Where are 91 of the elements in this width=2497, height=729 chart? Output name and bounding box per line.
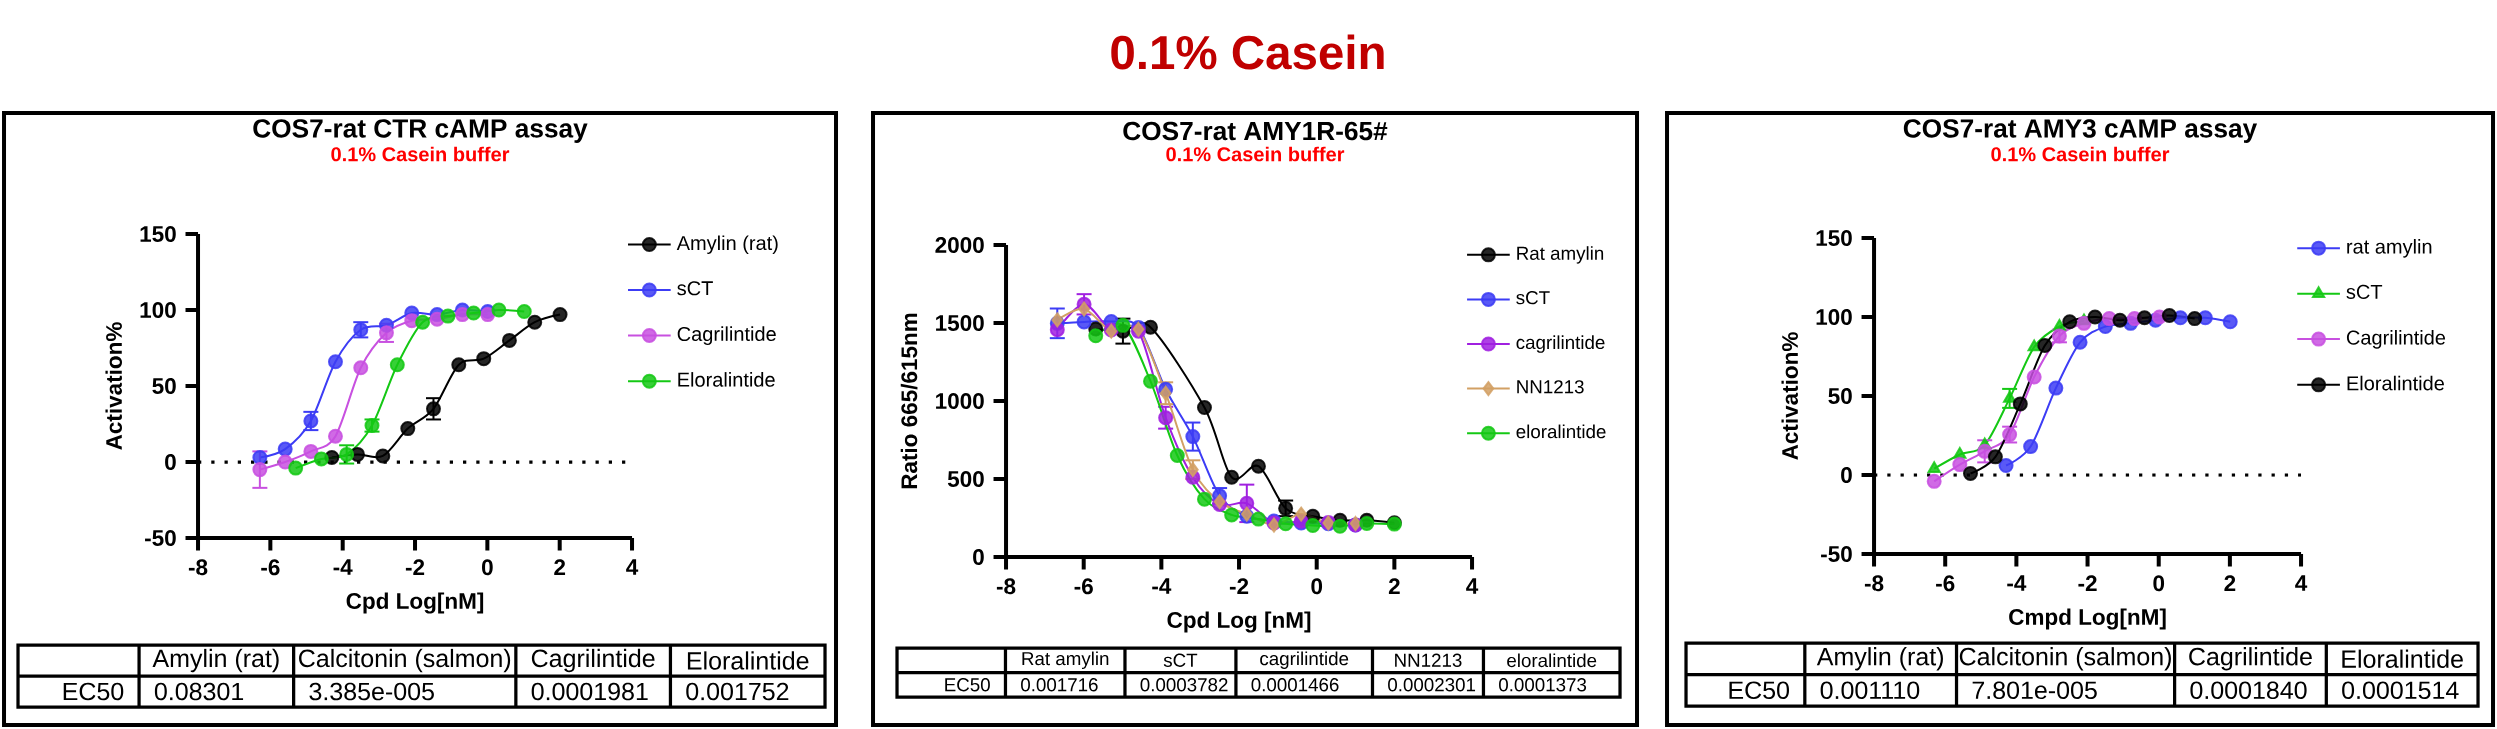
- text: sCT: [1163, 653, 1198, 667]
- text: 0.001716: [1021, 678, 1098, 692]
- x-tick-label: -4: [2007, 575, 2027, 591]
- chart-subtitle: 0.1% Casein buffer: [1991, 146, 2170, 162]
- y-axis-title: Activation%: [105, 322, 122, 450]
- legend-label: NN1213: [1517, 380, 1584, 394]
- legend-label: Amylin (rat): [676, 235, 778, 255]
- legend-label: sCT: [2346, 284, 2383, 299]
- chart-title: COS7-rat AMY3 cAMP assay: [1903, 119, 2258, 143]
- text: eloralintide: [1507, 653, 1597, 668]
- x-axis-title: Cmpd Log[nM]: [2009, 608, 2166, 630]
- y-tick-label: -50: [145, 530, 176, 546]
- y-tick-label: -50: [1821, 546, 1852, 562]
- y-tick-label: 0: [973, 549, 984, 565]
- text: 0.0002301: [1388, 678, 1476, 692]
- y-tick-label: 150: [1816, 230, 1852, 246]
- x-tick-label: 0: [2153, 575, 2165, 592]
- legend-label: rat amylin: [2347, 239, 2432, 258]
- chart-title: COS7-rat CTR cAMP assay: [253, 119, 588, 143]
- text: Amylin (rat): [152, 648, 279, 673]
- text: Calcitonin (salmon): [1959, 647, 2171, 671]
- x-tick-label: -6: [261, 559, 280, 576]
- chart-subtitle: 0.1% Casein buffer: [331, 146, 510, 162]
- y-tick-label: 100: [1816, 309, 1852, 325]
- x-tick-label: 4: [626, 559, 639, 575]
- text: 0.0001466: [1251, 678, 1339, 692]
- text: EC50: [945, 678, 990, 692]
- x-tick-label: 2: [554, 559, 566, 576]
- legend-label: cagrilintide: [1516, 335, 1605, 353]
- legend-label: sCT: [677, 281, 713, 296]
- x-tick-label: 0: [482, 559, 493, 576]
- legend-label: Cagrilintide: [2346, 329, 2446, 349]
- y-tick-label: 150: [140, 226, 176, 242]
- y-tick-label: 50: [1828, 388, 1852, 404]
- y-tick-label: 100: [140, 302, 176, 318]
- x-axis-title: Cpd Log[nM]: [346, 592, 484, 614]
- x-tick-label: 4: [1466, 578, 1479, 594]
- text: 0.1% Casein: [1111, 34, 1384, 70]
- text: 0.001752: [686, 682, 789, 701]
- text: cagrilintide: [1260, 651, 1349, 669]
- text: 7.801e-005: [1972, 681, 2097, 700]
- y-tick-label: 500: [947, 471, 984, 487]
- legend-label: Eloralintide: [678, 372, 775, 387]
- y-axis-title: Ratio 665/615nm: [900, 313, 918, 489]
- chart-title: COS7-rat AMY1R-65#: [1123, 121, 1388, 141]
- x-tick-label: -6: [1936, 575, 1955, 592]
- x-tick-label: 0: [1311, 578, 1323, 595]
- x-tick-label: 2: [1388, 578, 1400, 595]
- x-tick-label: -2: [1229, 578, 1249, 595]
- text: 0.0003782: [1140, 678, 1228, 692]
- text: 0.0001840: [2190, 681, 2307, 700]
- legend-label: Eloralintide: [2347, 375, 2444, 391]
- x-tick-label: -4: [1152, 578, 1172, 594]
- x-tick-label: -4: [333, 559, 353, 575]
- x-tick-label: -8: [996, 578, 1016, 595]
- legend-label: sCT: [1516, 290, 1550, 305]
- text: 0.0001981: [531, 682, 648, 701]
- x-tick-label: -2: [405, 559, 425, 576]
- x-tick-label: -8: [1864, 575, 1884, 592]
- legend-label: Cagrilintide: [677, 326, 776, 346]
- legend-label: eloralintide: [1516, 424, 1606, 439]
- y-tick-label: 1000: [936, 393, 984, 409]
- legend-label: Rat amylin: [1517, 246, 1604, 264]
- text: Cagrilintide: [531, 648, 655, 673]
- y-axis-title: Activation%: [1781, 332, 1799, 460]
- text: 0.0001373: [1499, 678, 1587, 692]
- text: Eloralintide: [687, 651, 809, 670]
- x-tick-label: -8: [188, 559, 208, 576]
- text: 3.385e-005: [309, 682, 434, 701]
- text: Amylin (rat): [1816, 647, 1943, 671]
- text: Cagrilintide: [2189, 647, 2312, 671]
- y-tick-label: 1500: [936, 315, 984, 331]
- x-tick-label: -6: [1074, 578, 1093, 595]
- x-tick-label: -2: [2078, 575, 2097, 592]
- text: 0.0001514: [2342, 681, 2459, 700]
- text: EC50: [63, 682, 124, 701]
- x-tick-label: 4: [2295, 575, 2308, 591]
- text: 0.001110: [1820, 681, 1920, 700]
- y-tick-label: 0: [1841, 467, 1852, 483]
- y-tick-label: 0: [165, 454, 176, 470]
- text: Calcitonin (salmon): [299, 648, 511, 673]
- y-tick-label: 2000: [935, 237, 984, 253]
- chart-subtitle: 0.1% Casein buffer: [1166, 146, 1345, 162]
- text: NN1213: [1395, 653, 1462, 667]
- y-tick-label: 50: [152, 378, 176, 394]
- text: EC50: [1729, 681, 1790, 700]
- text: Rat amylin: [1022, 651, 1109, 669]
- x-tick-label: 2: [2224, 575, 2236, 592]
- text: 0.08301: [154, 682, 244, 701]
- x-axis-title: Cpd Log [nM]: [1167, 611, 1311, 633]
- text: Eloralintide: [2342, 649, 2463, 668]
